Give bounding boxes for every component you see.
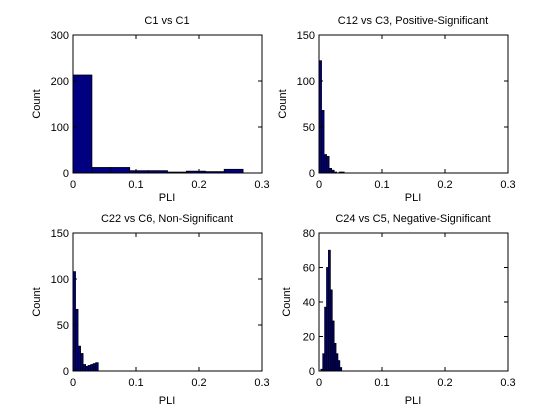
subplot-1-bar-0 bbox=[72, 74, 93, 174]
subplot-1-xtick-label-3: 0.3 bbox=[254, 179, 269, 191]
subplot-2-bar-3 bbox=[326, 156, 330, 174]
subplot-1-title: C1 vs C1 bbox=[144, 15, 189, 27]
subplot-4-ytick-label-2: 40 bbox=[303, 297, 315, 309]
subplot-3-xtick-label-1: 0.1 bbox=[128, 377, 143, 389]
subplot-2-xtick-label-2: 0.2 bbox=[437, 179, 452, 191]
subplot-4-xtick-label-1: 0.1 bbox=[374, 377, 389, 389]
subplot-2-bar-9 bbox=[341, 171, 345, 174]
subplot-3-axes bbox=[72, 232, 263, 372]
subplot-2-ytick-label-0: 0 bbox=[309, 168, 315, 180]
subplot-1-bars bbox=[72, 74, 244, 174]
subplot-2-y-ticks: 0 50 100 150 bbox=[297, 30, 508, 180]
subplot-4-bars bbox=[320, 249, 343, 372]
subplot-3-ylabel: Count bbox=[31, 287, 43, 316]
subplot-1-xtick-label-2: 0.2 bbox=[191, 179, 206, 191]
subplot-1-bar-8 bbox=[223, 168, 244, 174]
subplot-2-ytick-label-2: 100 bbox=[297, 76, 315, 88]
subplot-1-bar-5 bbox=[167, 171, 187, 174]
subplot-4-axes bbox=[318, 232, 509, 372]
subplot-3-ytick-label-0: 0 bbox=[63, 366, 69, 378]
subplot-3-ytick-label-2: 100 bbox=[51, 274, 69, 286]
subplot-1-y-ticks: 0 100 200 300 bbox=[51, 30, 262, 180]
subplot-4-xtick-label-2: 0.2 bbox=[437, 377, 452, 389]
subplot-4-ytick-label-0: 0 bbox=[309, 366, 315, 378]
subplot-2-xlabel: PLI bbox=[405, 192, 422, 204]
subplot-4-xlabel: PLI bbox=[405, 395, 422, 407]
subplot-1-xtick-label-0: 0 bbox=[70, 179, 76, 191]
subplot-3-title: C22 vs C6, Non-Significant bbox=[101, 213, 233, 225]
subplot-3-xtick-label-3: 0.3 bbox=[254, 377, 269, 389]
subplot-2-xtick-label-1: 0.1 bbox=[374, 179, 389, 191]
subplot-4-xtick-label-3: 0.3 bbox=[500, 377, 515, 389]
subplot-2-ytick-label-1: 50 bbox=[303, 122, 315, 134]
subplot-1-bar-7 bbox=[204, 171, 225, 174]
subplot-3-bars bbox=[72, 271, 99, 372]
subplot-2-bar-5 bbox=[331, 169, 335, 174]
subplot-2-ytick-label-3: 150 bbox=[297, 30, 315, 42]
subplot-2-bar-6 bbox=[333, 171, 338, 174]
subplot-4-ytick-label-3: 60 bbox=[303, 263, 315, 275]
subplot-2-axes bbox=[318, 34, 509, 174]
subplot-4-xtick-label-0: 0 bbox=[316, 377, 322, 389]
subplot-3: C22 vs C6, Non-Significant 0 50 100 150 0 0.… bbox=[31, 213, 270, 407]
subplot-4-x-ticks: 0 0.1 0.2 0.3 bbox=[316, 233, 516, 389]
subplot-4-ytick-label-4: 80 bbox=[303, 228, 315, 240]
subplot-2-ylabel: Count bbox=[277, 89, 289, 118]
subplot-3-bar-9 bbox=[95, 362, 99, 372]
subplot-1-ytick-label-2: 200 bbox=[51, 76, 69, 88]
subplot-4-bar-10 bbox=[337, 360, 341, 372]
subplot-1-bar-1 bbox=[91, 167, 112, 174]
subplot-4-ylabel: Count bbox=[281, 287, 293, 316]
subplot-1-ytick-label-0: 0 bbox=[63, 168, 69, 180]
subplot-3-bar-3 bbox=[80, 353, 84, 372]
subplot-1-bar-2 bbox=[110, 167, 131, 174]
subplot-4: C24 vs C5, Negative-Significant 0 20 40 60 8… bbox=[281, 213, 516, 407]
subplot-1-bar-3 bbox=[129, 170, 149, 174]
subplot-3-ytick-label-3: 150 bbox=[51, 228, 69, 240]
subplot-3-ytick-label-1: 50 bbox=[57, 320, 69, 332]
subplot-1-ylabel: Count bbox=[31, 89, 43, 118]
subplot-3-xlabel: PLI bbox=[159, 395, 176, 407]
subplot-1-xlabel: PLI bbox=[159, 192, 176, 204]
subplot-1-ytick-label-3: 300 bbox=[51, 30, 69, 42]
subplot-2-xtick-label-0: 0 bbox=[316, 179, 322, 191]
subplot-1-bar-4 bbox=[148, 170, 168, 174]
subplot-3-y-ticks: 0 50 100 150 bbox=[51, 228, 262, 378]
subplot-1: C1 vs C1 0 100 200 300 0 0.1 0.2 0.3 PLI Count bbox=[31, 15, 270, 204]
subplot-1-x-ticks: 0 0.1 0.2 0.3 bbox=[70, 35, 270, 191]
subplot-2-title: C12 vs C3, Positive-Significant bbox=[338, 15, 488, 27]
subplot-3-xtick-label-2: 0.2 bbox=[191, 377, 206, 389]
subplot-1-bar-6 bbox=[185, 170, 206, 174]
subplot-4-bar-11 bbox=[339, 367, 343, 372]
subplot-3-xtick-label-0: 0 bbox=[70, 377, 76, 389]
subplot-4-y-ticks: 0 20 40 60 80 bbox=[303, 228, 508, 378]
subplot-2-xtick-label-3: 0.3 bbox=[500, 179, 515, 191]
subplot-2-bars bbox=[318, 60, 345, 174]
subplot-2: C12 vs C3, Positive-Significant 0 50 100 15… bbox=[277, 15, 516, 204]
subplot-4-ytick-label-1: 20 bbox=[303, 332, 315, 344]
subplot-1-xtick-label-1: 0.1 bbox=[128, 179, 143, 191]
subplot-2-x-ticks: 0 0.1 0.2 0.3 bbox=[316, 35, 516, 191]
subplot-4-title: C24 vs C5, Negative-Significant bbox=[335, 213, 490, 225]
subplot-1-axes bbox=[72, 34, 263, 174]
subplot-3-x-ticks: 0 0.1 0.2 0.3 bbox=[70, 233, 270, 389]
subplot-1-ytick-label-1: 100 bbox=[51, 122, 69, 134]
